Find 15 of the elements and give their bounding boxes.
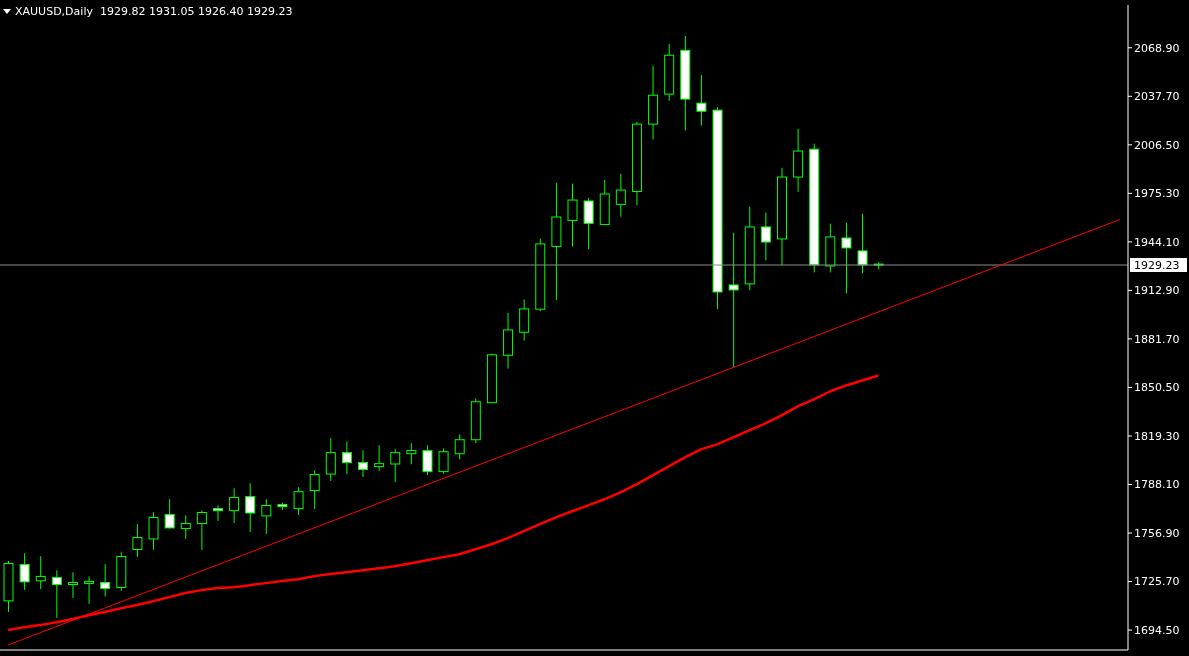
y-tick-label: 1694.50 bbox=[1134, 624, 1180, 637]
ref-line-label: 1929.23 bbox=[1134, 259, 1180, 273]
y-tick-label: 1850.50 bbox=[1134, 381, 1180, 395]
y-tick-label: 2037.70 bbox=[1134, 90, 1180, 104]
y-tick-label: 1788.10 bbox=[1134, 478, 1180, 492]
y-tick-label: 1912.90 bbox=[1134, 284, 1180, 298]
chart-title: XAUUSD,Daily 1929.82 1931.05 1926.40 1929.23 bbox=[15, 5, 293, 18]
y-tick-label: 1944.10 bbox=[1134, 235, 1180, 249]
y-tick-label: 1725.70 bbox=[1134, 575, 1180, 589]
y-tick-label: 1756.90 bbox=[1134, 526, 1180, 540]
y-tick-label: 2006.50 bbox=[1134, 138, 1180, 152]
y-tick-label: 2068.90 bbox=[1134, 41, 1180, 55]
y-tick-label: 1975.30 bbox=[1134, 187, 1180, 201]
y-tick-label: 1819.30 bbox=[1134, 429, 1180, 443]
y-tick-label: 1881.70 bbox=[1134, 332, 1180, 346]
